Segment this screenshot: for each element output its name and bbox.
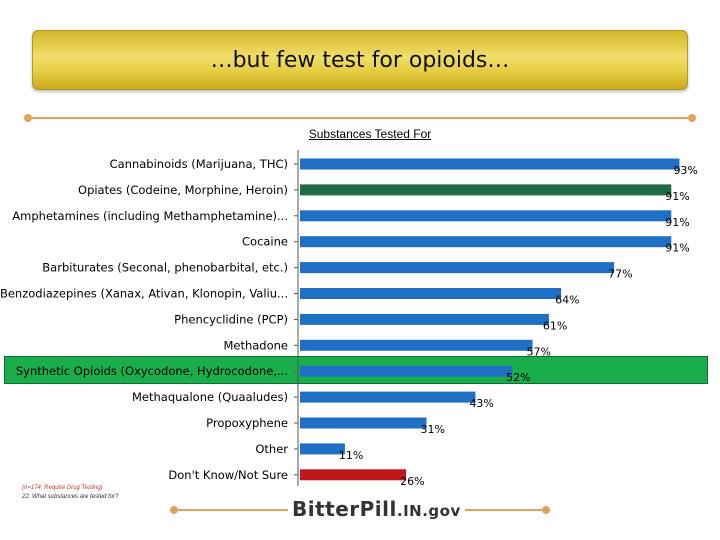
logo-dot-left xyxy=(170,506,178,514)
category-label: Cocaine xyxy=(242,235,288,249)
category-label: Methaqualone (Quaaludes) xyxy=(132,390,288,404)
footnote-question: 22. What substances are tested for? xyxy=(22,494,119,500)
value-label: 91% xyxy=(665,216,689,229)
value-label: 64% xyxy=(555,294,579,307)
value-label: 77% xyxy=(608,268,632,281)
slide-title: …but few test for opioids… xyxy=(210,47,510,73)
value-label: 61% xyxy=(543,319,567,332)
bar xyxy=(300,210,672,222)
category-label: Benzodiazepines (Xanax, Ativan, Klonopin… xyxy=(0,287,288,301)
logo-domain: .IN.gov xyxy=(396,502,461,520)
category-label: Other xyxy=(255,442,288,456)
bar xyxy=(300,262,615,274)
bitterpill-logo: BitterPill.IN.gov xyxy=(288,497,465,523)
footnote-sample: (n=174: Require Drug Testing) xyxy=(22,485,103,491)
category-label: Opiates (Codeine, Morphine, Heroin) xyxy=(78,183,288,197)
logo-text: BitterPill xyxy=(292,497,397,521)
bar xyxy=(300,184,672,196)
value-label: 26% xyxy=(400,475,424,488)
category-label: Phencyclidine (PCP) xyxy=(174,312,288,326)
divider-dot-left xyxy=(24,114,32,122)
value-label: 52% xyxy=(506,371,530,384)
logo-dot-right xyxy=(542,506,550,514)
value-label: 31% xyxy=(420,423,444,436)
category-label: Don't Know/Not Sure xyxy=(168,468,288,482)
bar xyxy=(300,339,533,351)
divider-dot-right xyxy=(688,114,696,122)
bar xyxy=(300,313,549,325)
bar xyxy=(300,365,513,377)
bar xyxy=(300,469,407,481)
value-label: 43% xyxy=(469,397,493,410)
category-label: Propoxyphene xyxy=(206,416,288,430)
bar xyxy=(300,443,345,455)
category-label: Methadone xyxy=(223,338,288,352)
title-divider xyxy=(28,117,692,119)
category-label: Barbiturates (Seconal, phenobarbital, et… xyxy=(42,261,288,275)
bar xyxy=(300,288,562,299)
value-label: 91% xyxy=(665,242,689,255)
value-label: 57% xyxy=(527,345,551,358)
category-label: Amphetamines (including Methamphetamine)… xyxy=(12,209,288,223)
value-label: 11% xyxy=(339,449,363,462)
category-label: Cannabinoids (Marijuana, THC) xyxy=(110,157,288,171)
value-label: 93% xyxy=(673,164,697,177)
bar xyxy=(300,158,680,170)
bar xyxy=(300,391,476,403)
value-label: 91% xyxy=(665,190,689,203)
bar xyxy=(300,236,672,248)
chart-title: Substances Tested For xyxy=(308,127,432,141)
category-label: Synthetic Opioids (Oxycodone, Hydrocodon… xyxy=(16,364,288,378)
title-banner: …but few test for opioids… xyxy=(32,30,688,90)
bar xyxy=(300,417,427,429)
